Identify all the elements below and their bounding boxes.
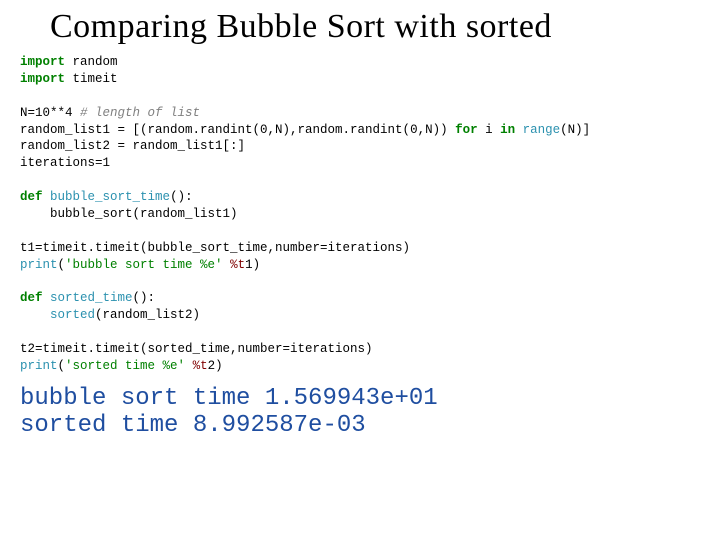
code-line: bubble_sort(random_list1) <box>20 206 700 223</box>
code-line: import random <box>20 54 700 71</box>
output-line: sorted time 8.992587e-03 <box>20 412 700 439</box>
code-line: iterations=1 <box>20 155 700 172</box>
code-block: import randomimport timeit N=10**4 # len… <box>20 54 700 375</box>
code-line: random_list2 = random_list1[:] <box>20 138 700 155</box>
code-line <box>20 88 700 105</box>
code-line: t1=timeit.timeit(bubble_sort_time,number… <box>20 240 700 257</box>
code-line <box>20 273 700 290</box>
code-line <box>20 223 700 240</box>
code-line: print('sorted time %e' %t2) <box>20 358 700 375</box>
code-line: sorted(random_list2) <box>20 307 700 324</box>
code-line: def sorted_time(): <box>20 290 700 307</box>
code-line: N=10**4 # length of list <box>20 105 700 122</box>
code-line: random_list1 = [(random.randint(0,N),ran… <box>20 122 700 139</box>
code-line: t2=timeit.timeit(sorted_time,number=iter… <box>20 341 700 358</box>
code-line <box>20 324 700 341</box>
code-line <box>20 172 700 189</box>
output-line: bubble sort time 1.569943e+01 <box>20 385 700 412</box>
slide-title: Comparing Bubble Sort with sorted <box>50 8 700 46</box>
output-block: bubble sort time 1.569943e+01sorted time… <box>20 385 700 439</box>
code-line: def bubble_sort_time(): <box>20 189 700 206</box>
code-line: import timeit <box>20 71 700 88</box>
code-line: print('bubble sort time %e' %t1) <box>20 257 700 274</box>
